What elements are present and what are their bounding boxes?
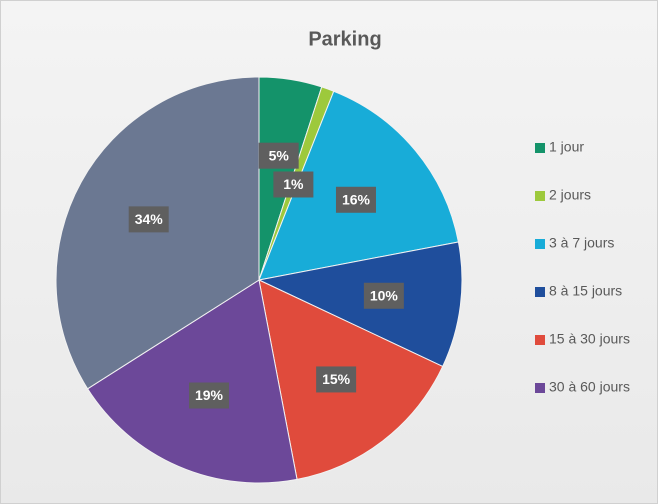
pie-slice xyxy=(55,76,260,390)
legend-label: 8 à 15 jours xyxy=(549,283,622,299)
legend-swatch xyxy=(535,383,545,393)
data-label: 5% xyxy=(269,147,290,163)
data-label-box xyxy=(189,382,230,409)
data-label: 19% xyxy=(195,387,224,403)
legend-swatch xyxy=(535,335,545,345)
legend-swatch xyxy=(535,191,545,201)
pie-slice xyxy=(257,241,463,368)
legend-swatch xyxy=(535,239,545,249)
pie-slice xyxy=(258,90,459,281)
legend-swatch xyxy=(535,143,545,153)
pie-slice xyxy=(86,279,298,484)
legend-label: 1 jour xyxy=(549,139,584,155)
legend-swatch xyxy=(535,287,545,297)
data-label: 1% xyxy=(283,176,304,192)
data-label: 34% xyxy=(135,211,164,227)
data-label-box xyxy=(258,142,299,169)
data-label: 16% xyxy=(342,191,371,207)
legend-label: 3 à 7 jours xyxy=(549,235,614,251)
data-label-box xyxy=(273,171,314,198)
data-label: 15% xyxy=(322,371,351,387)
data-label: 10% xyxy=(370,287,399,303)
chart-title: Parking xyxy=(308,28,381,50)
data-label-box xyxy=(128,206,169,233)
legend-label: 2 jours xyxy=(549,187,591,203)
legend-label: 30 à 60 jours xyxy=(549,379,630,395)
legend-label: 15 à 30 jours xyxy=(549,331,630,347)
data-label-box xyxy=(316,366,357,393)
data-label-box xyxy=(335,186,376,213)
data-label-box xyxy=(363,282,404,309)
